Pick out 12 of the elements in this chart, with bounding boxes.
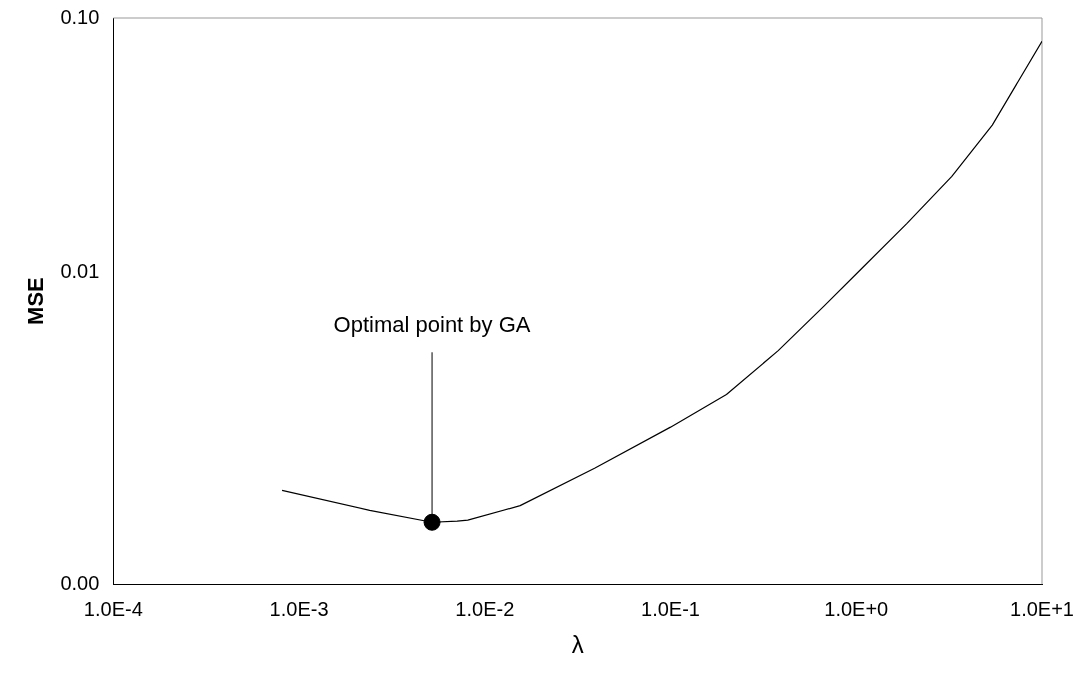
x-tick-label: 1.0E-2 — [455, 597, 515, 620]
y-axis-title: MSE — [23, 277, 49, 325]
x-tick-label: 1.0E+1 — [1010, 597, 1074, 620]
y-tick-label: 0.01 — [60, 260, 100, 283]
x-tick-label: 1.0E+0 — [824, 597, 889, 620]
y-tick-label: 0.00 — [60, 571, 100, 594]
x-axis-title: λ — [571, 631, 584, 659]
x-tick-label: 1.0E-4 — [83, 597, 143, 620]
annotation: Optimal point by GA — [333, 312, 531, 338]
y-tick-label: 0.10 — [60, 5, 100, 28]
x-tick-label: 1.0E-3 — [269, 597, 329, 620]
x-tick-label: 1.0E-1 — [641, 597, 700, 620]
